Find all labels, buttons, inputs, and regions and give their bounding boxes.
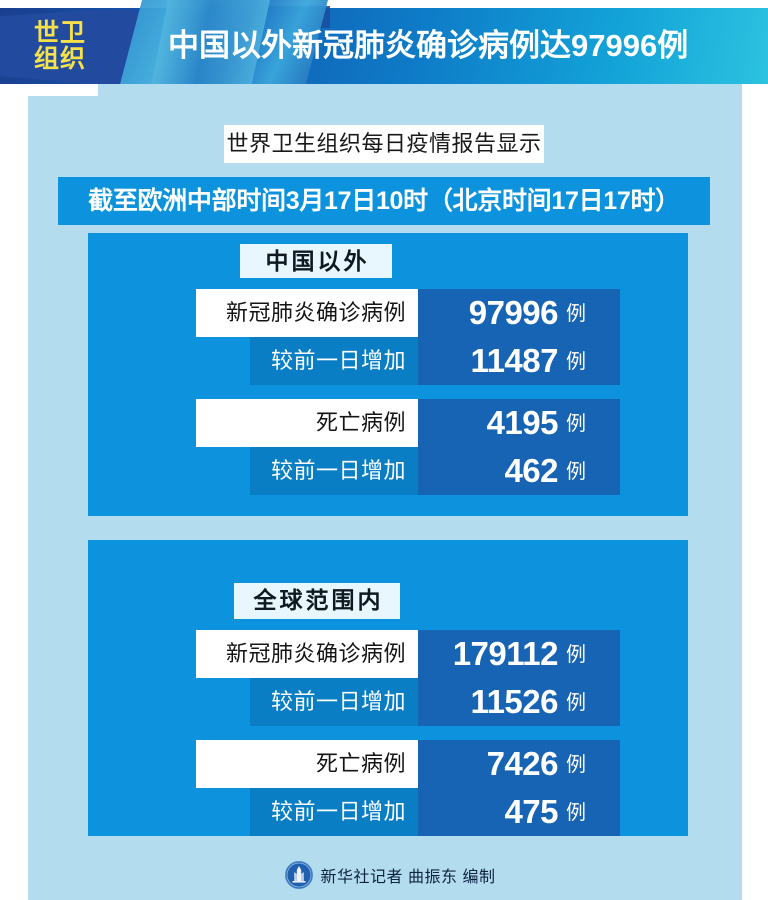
- row-unit: 例: [566, 303, 586, 325]
- row-unit: 例: [566, 802, 586, 824]
- header-banner: 世卫 组织 中国以外新冠肺炎确诊病例达97996例: [0, 0, 768, 92]
- row-value: 7426: [486, 745, 559, 782]
- row-label: 新冠肺炎确诊病例: [196, 289, 418, 337]
- page-title: 中国以外新冠肺炎确诊病例达97996例: [168, 28, 689, 63]
- row-value-cell: [418, 337, 620, 385]
- row-label: 死亡病例: [196, 740, 418, 788]
- table-row: 较前一日增加 11487 例: [250, 337, 620, 385]
- who-badge: 世卫 组织: [18, 20, 102, 72]
- footer-credit: 新华社记者 曲振东 编制: [250, 858, 530, 892]
- xinhua-logo-icon: [284, 861, 313, 889]
- row-unit: 例: [566, 644, 586, 666]
- panel-title-outside-china: 中国以外: [240, 244, 392, 278]
- row-value-cell: [418, 289, 620, 337]
- table-row: 较前一日增加 462 例: [250, 447, 620, 495]
- row-value: 11526: [470, 683, 559, 720]
- row-value: 462: [504, 452, 558, 489]
- table-row: 较前一日增加 11526 例: [250, 678, 620, 726]
- row-value-cell: [418, 788, 620, 836]
- table-row: 死亡病例 7426 例: [196, 740, 620, 788]
- date-band: 截至欧洲中部时间3月17日10时（北京时间17日17时）: [58, 177, 710, 225]
- content-background-top-strip: [98, 84, 742, 96]
- row-unit: 例: [566, 461, 586, 483]
- subtitle: 世界卫生组织每日疫情报告显示: [224, 125, 544, 163]
- row-label: 较前一日增加: [250, 788, 418, 836]
- panel-title-global: 全球范围内: [234, 583, 400, 619]
- row-label: 较前一日增加: [250, 337, 418, 385]
- stats-panel-outside-china: 中国以外 新冠肺炎确诊病例 97996 例 较前一日增加 11487 例 死亡病…: [88, 233, 688, 516]
- row-label: 新冠肺炎确诊病例: [196, 630, 418, 678]
- footer-credit-text: 新华社记者 曲振东 编制: [320, 869, 496, 886]
- row-label: 较前一日增加: [250, 678, 418, 726]
- row-unit: 例: [566, 754, 586, 776]
- row-value-cell: [418, 399, 620, 447]
- row-unit: 例: [566, 692, 586, 714]
- row-unit: 例: [566, 351, 586, 373]
- row-value-cell: [418, 740, 620, 788]
- stats-panel-global: 全球范围内 新冠肺炎确诊病例 179112 例 较前一日增加 11526 例 死…: [88, 540, 688, 836]
- row-label: 死亡病例: [196, 399, 418, 447]
- table-row: 较前一日增加 475 例: [250, 788, 620, 836]
- row-value: 179112: [452, 635, 559, 672]
- table-row: 死亡病例 4195 例: [196, 399, 620, 447]
- table-row: 新冠肺炎确诊病例 97996 例: [196, 289, 620, 337]
- row-value: 11487: [470, 342, 559, 379]
- row-value-cell: [418, 630, 620, 678]
- who-badge-line-1: 世卫: [33, 19, 86, 47]
- row-label: 较前一日增加: [250, 447, 418, 495]
- row-value: 475: [504, 793, 558, 830]
- header-ribbon-swoosh-highlight-shape: [150, 0, 270, 92]
- table-row: 新冠肺炎确诊病例 179112 例: [196, 630, 620, 678]
- row-value-cell: [418, 447, 620, 495]
- row-value: 4195: [486, 404, 559, 441]
- who-badge-line-2: 组织: [33, 45, 86, 73]
- row-unit: 例: [566, 413, 586, 435]
- row-value: 97996: [468, 294, 559, 331]
- row-value-cell: [418, 678, 620, 726]
